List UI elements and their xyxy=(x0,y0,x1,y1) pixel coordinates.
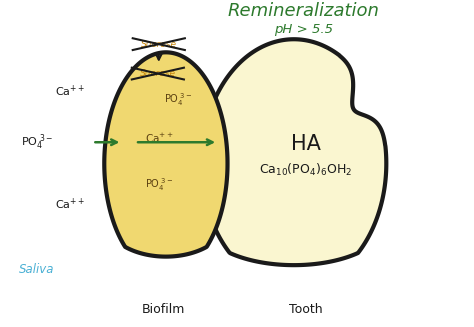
Text: Biofilm: Biofilm xyxy=(142,302,185,316)
Text: Sucrose: Sucrose xyxy=(141,40,177,49)
Text: HA: HA xyxy=(291,134,321,154)
Text: Ca$^{++}$: Ca$^{++}$ xyxy=(145,131,173,145)
Text: PO$_4^{\ 3-}$: PO$_4^{\ 3-}$ xyxy=(164,91,192,108)
Text: Tooth: Tooth xyxy=(289,302,322,316)
Text: PO$_4^{\ 3-}$: PO$_4^{\ 3-}$ xyxy=(145,176,173,193)
Text: pH > 5.5: pH > 5.5 xyxy=(274,23,333,36)
Polygon shape xyxy=(201,39,386,265)
Text: Ca$_{10}$(PO$_4$)$_6$OH$_2$: Ca$_{10}$(PO$_4$)$_6$OH$_2$ xyxy=(259,162,352,178)
Text: PO$_4^{\ 3-}$: PO$_4^{\ 3-}$ xyxy=(21,132,54,152)
Text: Remineralization: Remineralization xyxy=(228,2,379,21)
Polygon shape xyxy=(104,52,228,257)
Text: Sucrose: Sucrose xyxy=(140,69,176,78)
Text: Ca$^{++}$: Ca$^{++}$ xyxy=(55,84,85,99)
Text: Ca$^{++}$: Ca$^{++}$ xyxy=(55,197,85,212)
Text: Saliva: Saliva xyxy=(19,263,55,276)
